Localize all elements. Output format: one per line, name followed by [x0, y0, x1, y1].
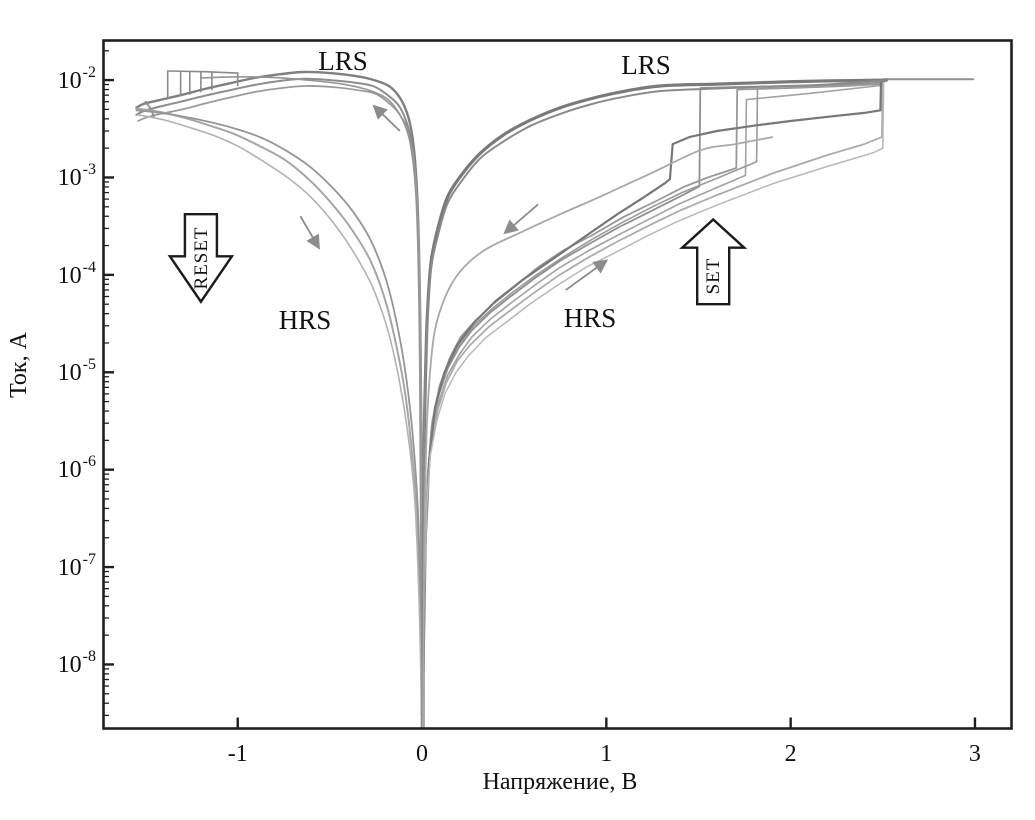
x-tick-label-0: 0 — [416, 741, 428, 767]
iv-curve-reset-step-ledge-mid — [200, 76, 423, 717]
y-tick-label-1e-2: 10-2 — [58, 64, 96, 94]
reset-block-arrow — [167, 212, 235, 304]
hrs-label-left: HRS — [279, 305, 332, 335]
x-tick-label-3: 3 — [969, 741, 981, 767]
iv-curve-reset-step-ledge-top — [166, 70, 239, 74]
iv-curve-lrs-neg-sweep-2 — [135, 77, 424, 717]
y-tick-label-1e-4: 10-4 — [58, 259, 96, 289]
chart-annotations: RESET SET — [167, 104, 748, 306]
iv-curve-hrs-pos-sweep-set4 — [421, 78, 888, 729]
x-tick-label-1: 1 — [600, 741, 612, 767]
set-block-arrow — [679, 217, 748, 306]
y-axis-label: Ток, А — [6, 331, 32, 398]
y-tick-label-1e-8: 10-8 — [58, 648, 96, 678]
x-axis-label: Напряжение, В — [483, 769, 638, 795]
iv-curve-hrs-pos-sweep-set3 — [421, 78, 888, 729]
lrs-label-right: LRS — [621, 50, 671, 80]
axis-ticks — [103, 50, 977, 729]
set-block-arrow-label: SET — [703, 258, 724, 295]
iv-curve-lrs-neg-sweep-1 — [135, 70, 424, 705]
y-tick-label-1e-6: 10-6 — [58, 453, 96, 483]
x-tick-label-2: 2 — [785, 741, 797, 767]
iv-curves — [135, 70, 975, 729]
iv-curve-lrs-pos-return-1 — [421, 78, 889, 729]
sweep-direction-arrow — [503, 203, 539, 235]
iv-curve-hrs-pos-sweep-set1 — [421, 78, 888, 729]
hrs-label-right: HRS — [564, 303, 617, 333]
sweep-direction-arrow — [299, 215, 320, 250]
sweep-direction-arrow — [372, 104, 401, 132]
iv-curve-hrs-pos-sweep-set2 — [421, 78, 888, 729]
iv-curve-lrs-pos-return-2 — [422, 79, 888, 729]
lrs-label-left: LRS — [318, 46, 368, 76]
iv-curve-hrs-pos-sweep-set5 — [421, 78, 888, 729]
x-tick-label-neg1: -1 — [228, 741, 248, 767]
y-tick-label-1e-3: 10-3 — [58, 161, 96, 191]
iv-curve-hrs-neg-return-1 — [135, 107, 423, 729]
iv-curve-lrs-neg-end-hook — [144, 100, 155, 118]
iv-curve-hrs-pos-sweep-dark-step — [421, 78, 888, 729]
iv-curve-hrs-pos-sweep-light — [421, 79, 885, 729]
iv-curve-lrs-pos-return-light — [422, 136, 774, 729]
iv-curve-lrs-neg-sweep-3 — [137, 85, 424, 724]
y-tick-label-1e-5: 10-5 — [58, 356, 96, 386]
iv-curve-hrs-neg-return-2 — [135, 109, 423, 729]
reset-block-arrow-label: RESET — [191, 226, 212, 289]
y-tick-label-1e-7: 10-7 — [58, 551, 96, 581]
sweep-direction-arrow — [565, 259, 609, 291]
plot-border — [102, 39, 1013, 730]
iv-curve-hrs-neg-return-3 — [137, 114, 423, 729]
